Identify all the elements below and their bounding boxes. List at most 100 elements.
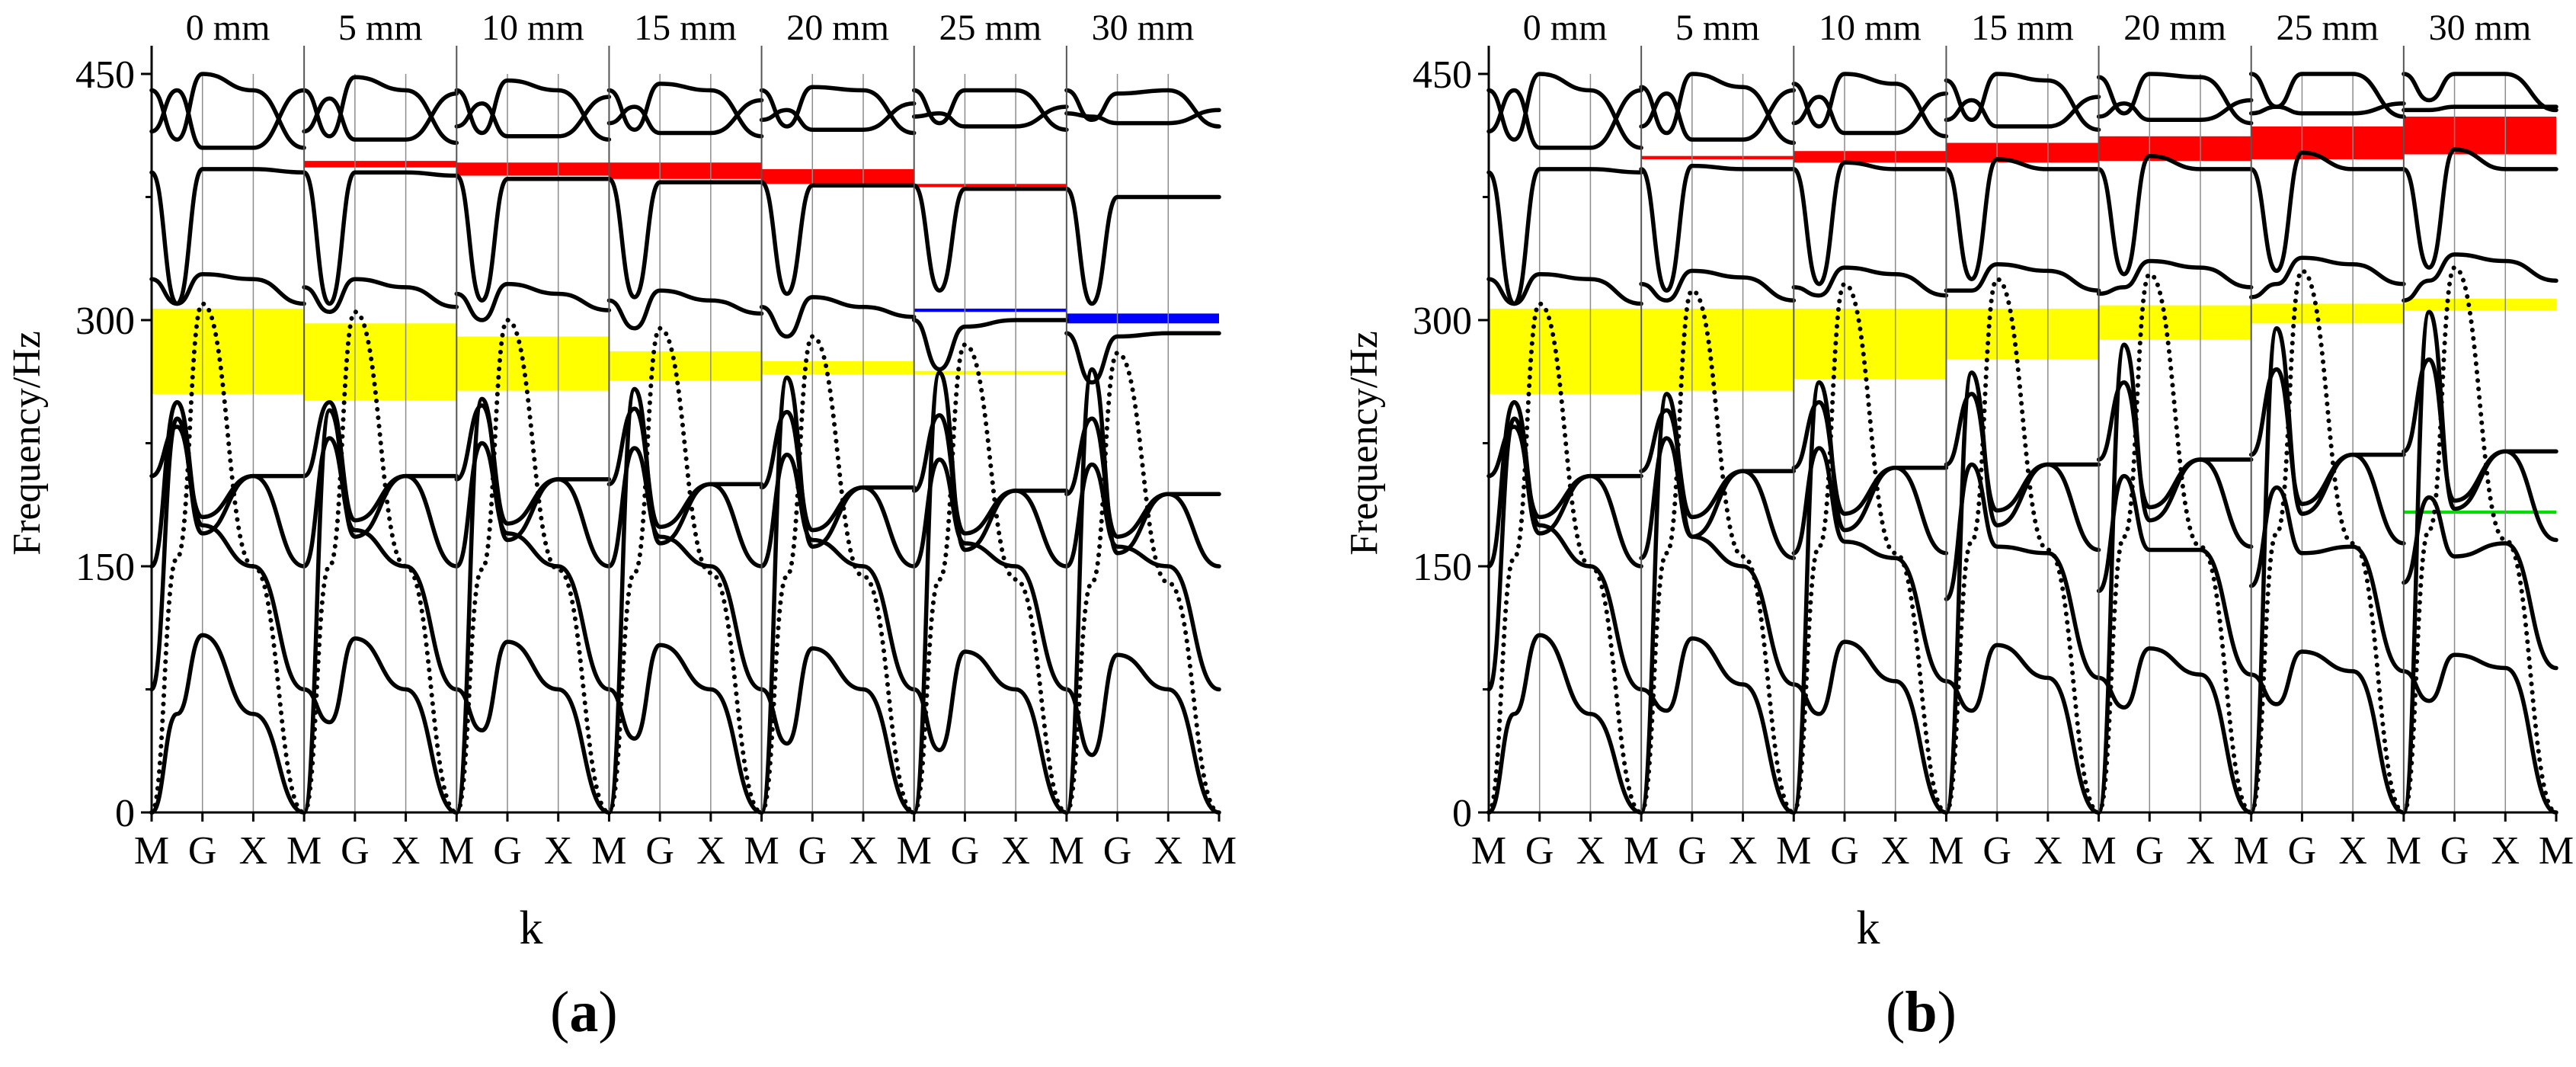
dispersion-curve bbox=[606, 98, 764, 136]
dispersion-curve bbox=[759, 295, 917, 339]
segment-label: 5 mm bbox=[1675, 8, 1760, 48]
dispersion-curve bbox=[1791, 265, 1949, 298]
dispersion-curve bbox=[149, 88, 306, 150]
dispersion-curve bbox=[454, 281, 612, 322]
k-point-label: M bbox=[1471, 829, 1506, 873]
k-point-label: G bbox=[1982, 829, 2011, 873]
dispersion-curve bbox=[606, 446, 764, 692]
dispersion-curve bbox=[454, 403, 612, 526]
dispersion-curve bbox=[1486, 301, 1644, 815]
x-axis-title: k bbox=[520, 902, 543, 954]
k-point-label: G bbox=[1103, 829, 1132, 873]
y-tick-label: 300 bbox=[1413, 300, 1472, 343]
band-gap bbox=[761, 360, 914, 375]
dispersion-curve bbox=[1791, 160, 1949, 287]
k-point-label: M bbox=[897, 829, 932, 873]
dispersion-curve bbox=[1944, 262, 2101, 293]
dispersion-curve bbox=[302, 277, 459, 314]
k-point-label: M bbox=[1928, 829, 1963, 873]
band-gap bbox=[1066, 313, 1219, 324]
dispersion-curve bbox=[606, 177, 764, 300]
band-gap bbox=[304, 161, 457, 168]
dispersion-curve bbox=[606, 642, 764, 815]
k-point-label: X bbox=[1881, 829, 1910, 873]
dispersion-curve bbox=[454, 95, 612, 139]
k-point-label: G bbox=[188, 829, 217, 873]
dispersion-curve bbox=[2402, 147, 2558, 270]
dispersion-curve bbox=[2096, 646, 2254, 815]
band-gap bbox=[2403, 510, 2556, 514]
dispersion-curve bbox=[149, 72, 306, 150]
band-gap bbox=[609, 351, 762, 381]
dispersion-curve bbox=[302, 75, 459, 146]
dispersion-curve bbox=[1064, 186, 1221, 306]
dispersion-curve bbox=[1791, 639, 1949, 815]
dispersion-curve bbox=[606, 325, 764, 815]
x-axis-title: k bbox=[1857, 902, 1880, 954]
k-point-label: M bbox=[591, 829, 626, 873]
dispersion-curve bbox=[2248, 367, 2406, 506]
k-point-label: X bbox=[2186, 829, 2215, 873]
k-point-label: G bbox=[798, 829, 827, 873]
segment-label: 15 mm bbox=[634, 8, 737, 48]
y-tick-label: 150 bbox=[75, 546, 135, 589]
k-point-label: G bbox=[951, 829, 980, 873]
k-point-label: M bbox=[2386, 829, 2421, 873]
band-gap bbox=[1946, 308, 2099, 360]
k-point-label: X bbox=[1729, 829, 1758, 873]
y-tick-label: 450 bbox=[75, 53, 135, 97]
k-point-label: M bbox=[2081, 829, 2116, 873]
dispersion-curve bbox=[2096, 258, 2254, 296]
dispersion-curve bbox=[2402, 252, 2558, 303]
dispersion-curve bbox=[2402, 72, 2558, 113]
panel-label-b: (b) bbox=[1886, 980, 1957, 1044]
band-gap bbox=[2098, 305, 2251, 340]
band-gap bbox=[914, 370, 1067, 375]
k-point-label: X bbox=[2338, 829, 2367, 873]
k-point-label: G bbox=[341, 829, 370, 873]
k-point-label: X bbox=[392, 829, 421, 873]
band-gap bbox=[2251, 303, 2404, 324]
k-point-label: X bbox=[2491, 829, 2520, 873]
dispersion-curve bbox=[911, 88, 1069, 132]
dispersion-curve bbox=[911, 318, 1069, 372]
segment-label: 25 mm bbox=[939, 8, 1042, 48]
dispersion-curve bbox=[2096, 72, 2254, 126]
dispersion-curve bbox=[1064, 367, 1221, 815]
dispersion-curve bbox=[1064, 331, 1221, 385]
k-point-label: G bbox=[1525, 829, 1554, 873]
dispersion-curve bbox=[911, 342, 1069, 815]
dispersion-curve bbox=[1486, 271, 1643, 306]
dispersion-curve bbox=[1944, 95, 2101, 129]
dispersion-curve bbox=[302, 408, 459, 815]
dispersion-curve bbox=[1944, 157, 2101, 281]
dispersion-curve bbox=[302, 91, 459, 142]
dispersion-curve bbox=[1944, 642, 2101, 815]
k-point-label: M bbox=[1776, 829, 1811, 873]
dispersion-curve bbox=[1486, 399, 1643, 692]
dispersion-curve bbox=[302, 636, 459, 815]
dispersion-curve bbox=[1486, 633, 1643, 815]
dispersion-curve bbox=[1639, 436, 1797, 687]
dispersion-curve bbox=[1944, 72, 2101, 132]
dispersion-curve bbox=[302, 399, 459, 523]
k-point-label: X bbox=[849, 829, 878, 873]
band-gap bbox=[1641, 155, 1794, 159]
dispersion-curve bbox=[2248, 150, 2406, 274]
dispersion-curve bbox=[759, 334, 917, 815]
dispersion-curve bbox=[2096, 153, 2254, 277]
dispersion-curve bbox=[1639, 163, 1797, 293]
dispersion-curve bbox=[606, 406, 764, 530]
dispersion-curve bbox=[149, 271, 306, 306]
dispersion-curve bbox=[302, 309, 459, 815]
dispersion-curve bbox=[2402, 652, 2558, 815]
band-gap bbox=[1794, 151, 1947, 163]
y-tick-label: 0 bbox=[115, 792, 135, 835]
band-gap bbox=[456, 336, 610, 391]
dispersion-curve bbox=[911, 104, 1069, 129]
y-tick-label: 450 bbox=[1413, 53, 1472, 97]
dispersion-curve bbox=[1639, 408, 1797, 520]
dispersion-curve bbox=[149, 301, 307, 815]
